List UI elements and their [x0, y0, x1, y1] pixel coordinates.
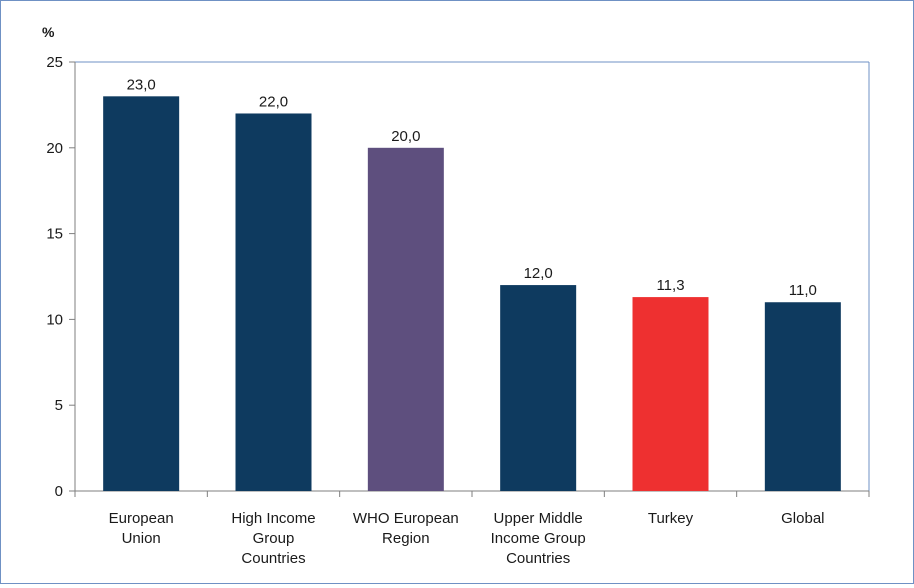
y-tick-label: 20 [46, 140, 63, 157]
bar [632, 297, 709, 491]
data-label: 12,0 [524, 265, 553, 282]
data-label: 11,0 [789, 282, 817, 299]
category-label-line: Global [781, 510, 824, 527]
data-label: 20,0 [391, 128, 420, 145]
category-label: Turkey [648, 510, 694, 527]
data-label: 11,3 [656, 277, 684, 294]
category-label-line: Countries [241, 550, 305, 567]
category-label-line: WHO European [353, 510, 459, 527]
category-label: Upper Middle Income Group Countries [491, 510, 586, 567]
bar [764, 302, 841, 491]
category-label-line: Region [382, 530, 430, 547]
bar [500, 285, 577, 491]
data-label: 23,0 [127, 76, 156, 93]
y-tick-label: 5 [55, 397, 63, 414]
category-label: High Income Group Countries [231, 510, 315, 567]
y-tick-label: 25 [46, 54, 63, 71]
category-label-line: Union [122, 530, 161, 547]
plot-area: 0 5 10 15 20 25 23,0 European Union 22,0 High Inco… [46, 54, 870, 567]
category-label-line: Turkey [648, 510, 694, 527]
category-label-line: Group [253, 530, 295, 547]
bar [103, 96, 180, 491]
bar [367, 147, 444, 492]
bar [235, 113, 312, 491]
data-label: 22,0 [259, 93, 288, 110]
y-tick-label: 10 [46, 311, 63, 328]
category-label: WHO European Region [353, 510, 459, 547]
y-tick-label: 0 [55, 483, 63, 500]
category-label-line: Income Group [491, 530, 586, 547]
category-label: Global [781, 510, 824, 527]
category-label-line: Countries [506, 550, 570, 567]
category-label: European Union [109, 510, 174, 547]
category-label-line: High Income [231, 510, 315, 527]
y-tick-label: 15 [46, 226, 63, 243]
category-label-line: European [109, 510, 174, 527]
y-axis-unit-label: % [42, 24, 55, 40]
category-label-line: Upper Middle [494, 510, 583, 527]
